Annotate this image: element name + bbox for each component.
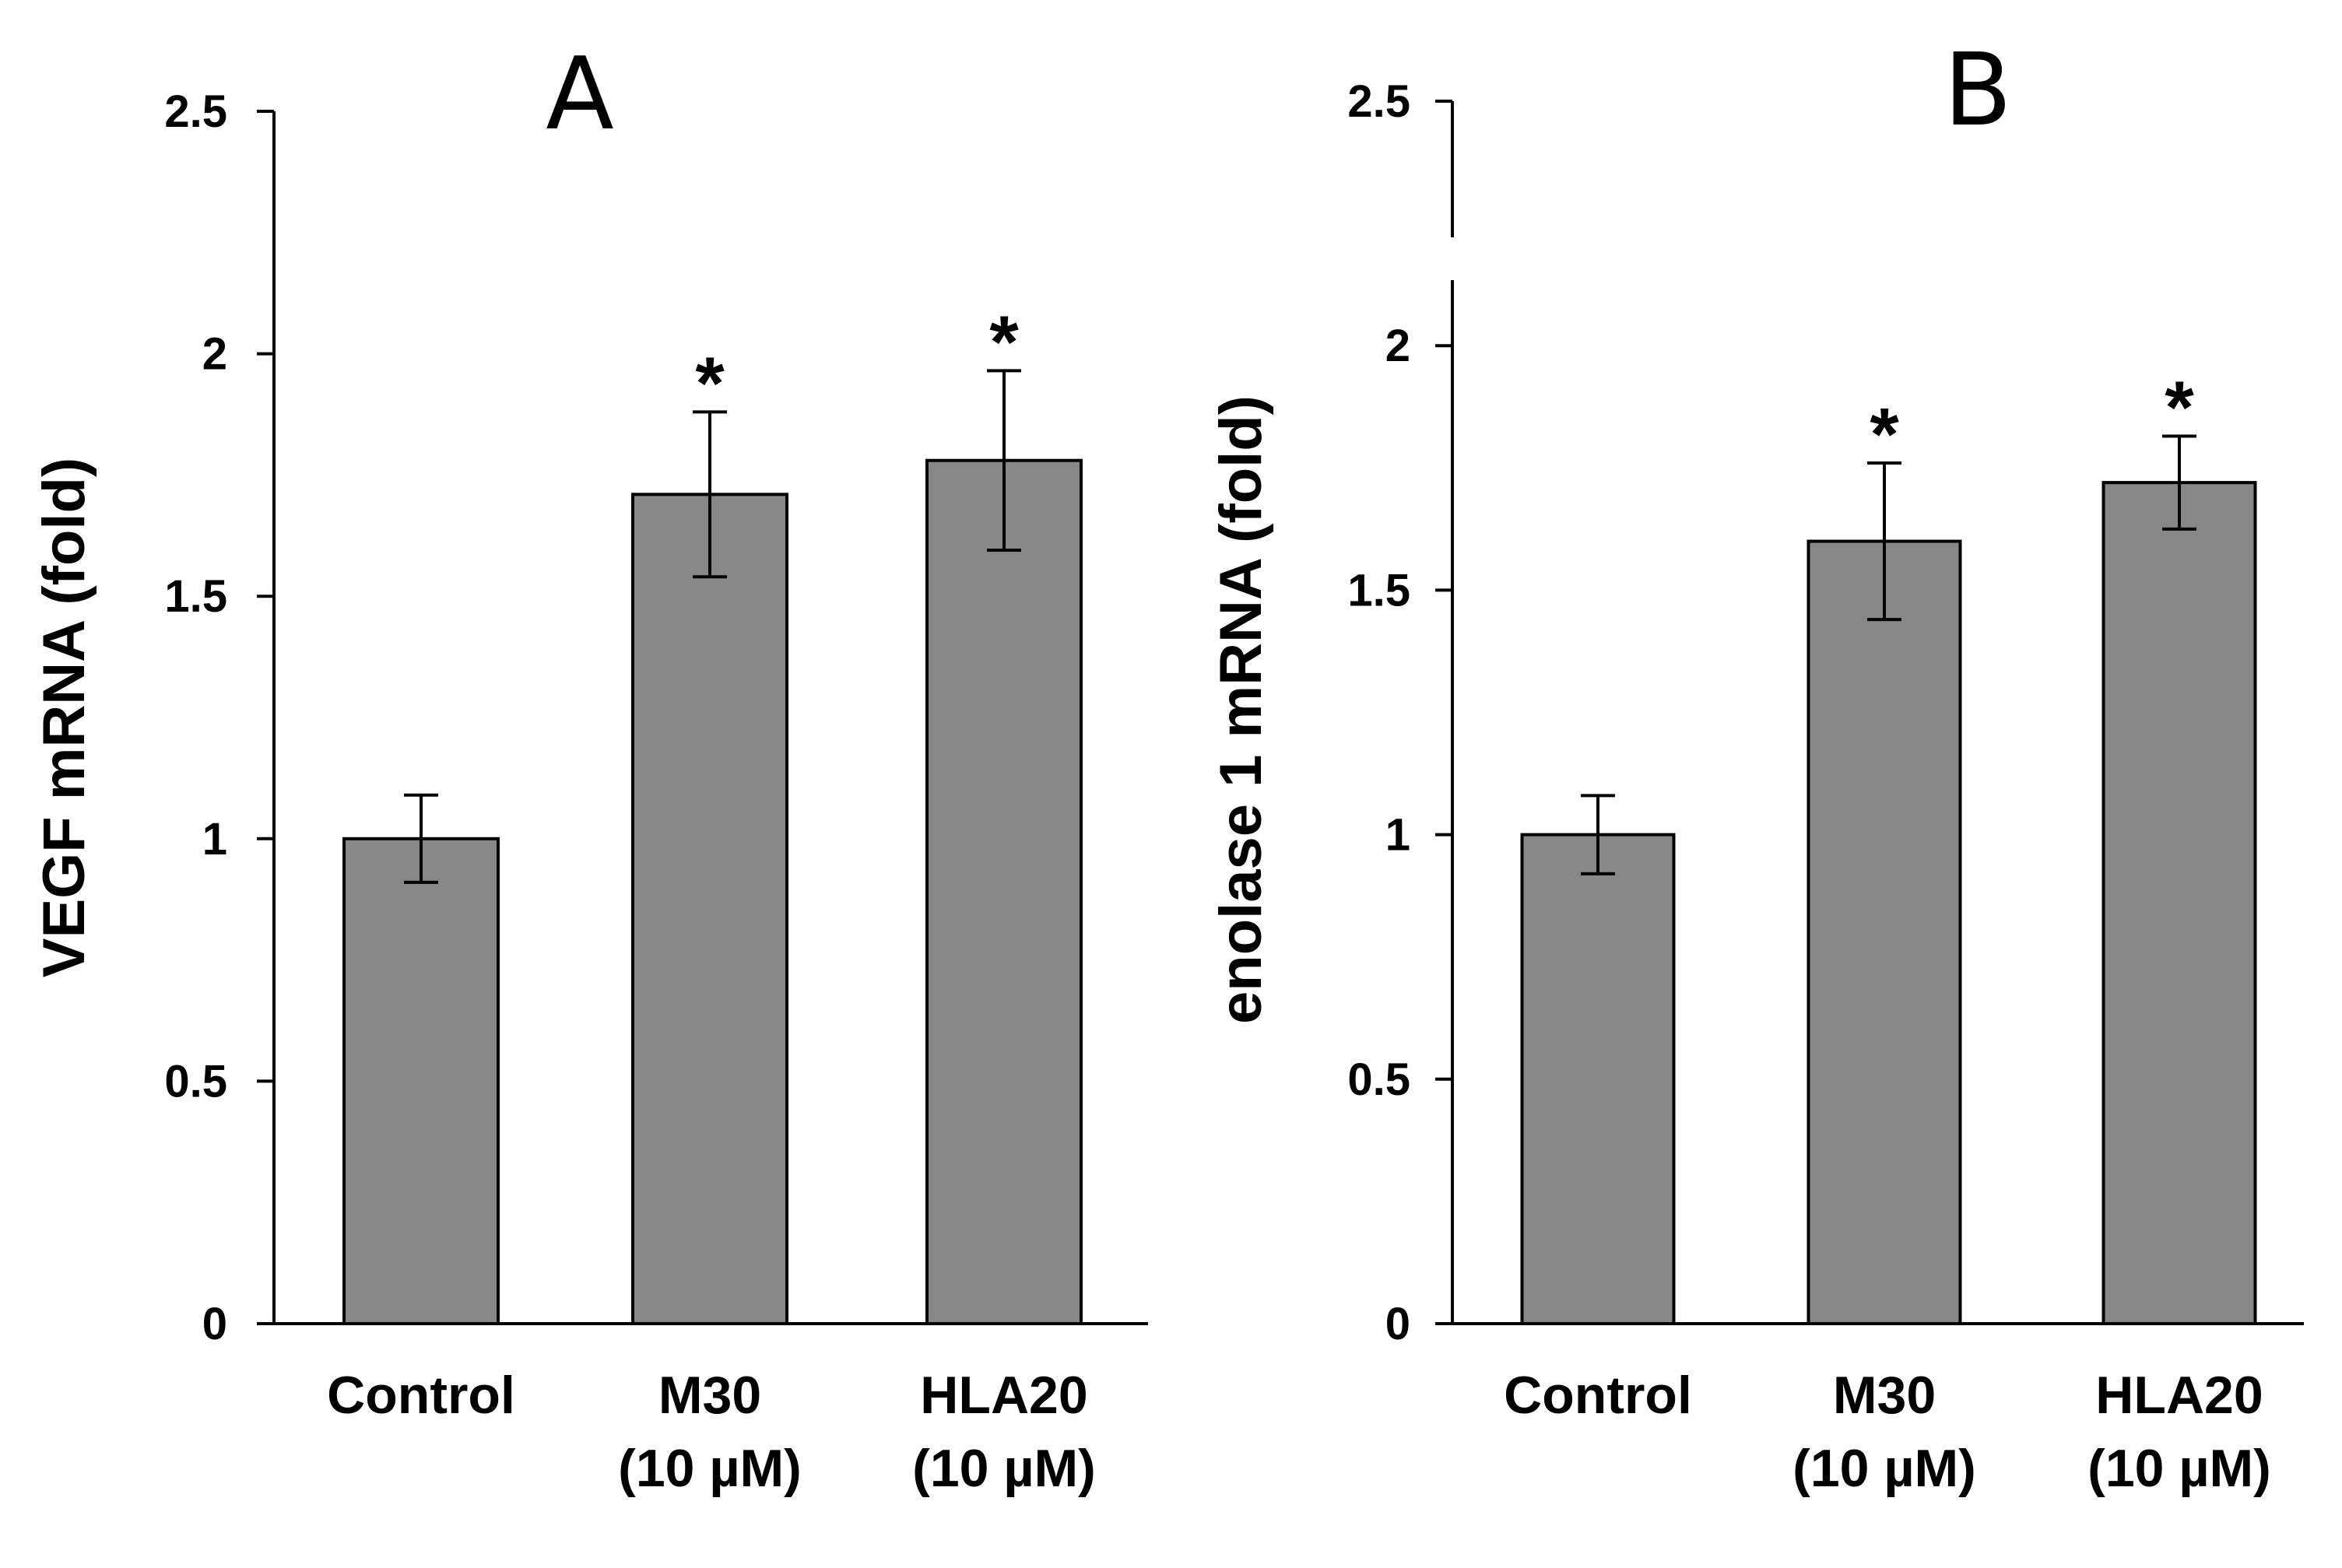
panel-a: 0 0.5 1 1.5 2 2.5 Control * M30 (10 µM) * HLA20 (10 … (31, 37, 1148, 1498)
y-tick-label: 0.5 (1347, 1054, 1410, 1105)
y-tick-label: 1 (202, 814, 227, 865)
error-bar (693, 410, 727, 579)
significance-marker: * (1870, 393, 1899, 476)
error-bar (404, 793, 438, 884)
error-bar (1581, 794, 1615, 875)
error-bar (1867, 461, 1901, 622)
y-tick-label: 0.5 (164, 1056, 227, 1107)
significance-marker: * (2165, 366, 2194, 449)
y-tick-label: 2.5 (164, 86, 227, 137)
error-bar (987, 369, 1021, 552)
panel-b: 0 0.5 1 1.5 2 2.5 Control * M30 (10 µM) * HLA20 (10 … (1208, 33, 2304, 1498)
significance-marker: * (989, 300, 1019, 384)
category-label: (10 µM) (912, 1439, 1096, 1498)
category-label: (10 µM) (1792, 1439, 1976, 1498)
y-tick-label: 1 (1385, 810, 1410, 861)
panel-title: B (1943, 33, 2012, 149)
category-label: M30 (1833, 1366, 1936, 1425)
category-label: HLA20 (2095, 1366, 2263, 1425)
category-label: (10 µM) (2087, 1439, 2271, 1498)
bar (342, 837, 500, 1326)
bar (2101, 481, 2257, 1325)
y-tick-label: 0 (202, 1299, 227, 1349)
panel-title: A (546, 37, 614, 153)
category-label: Control (327, 1366, 515, 1425)
bar (631, 493, 788, 1325)
category-label: HLA20 (920, 1366, 1087, 1425)
significance-marker: * (695, 342, 725, 425)
bar (1807, 539, 1962, 1325)
error-bar (2162, 434, 2196, 531)
bar (925, 458, 1083, 1325)
y-tick-label: 0 (1385, 1299, 1410, 1349)
y-axis-title: enolase 1 mRNA (fold) (1208, 395, 1274, 1024)
y-tick-label: 2 (202, 329, 227, 380)
category-label: M30 (658, 1366, 761, 1425)
y-axis-title: VEGF mRNA (fold) (31, 458, 97, 977)
y-tick-label: 1.5 (1347, 565, 1410, 616)
y-tick-label: 1.5 (164, 571, 227, 622)
y-tick-label: 2 (1385, 321, 1410, 371)
y-tick-label: 2.5 (1347, 76, 1410, 127)
bar (1520, 833, 1676, 1325)
category-label: (10 µM) (618, 1439, 802, 1498)
category-label: Control (1504, 1366, 1692, 1425)
